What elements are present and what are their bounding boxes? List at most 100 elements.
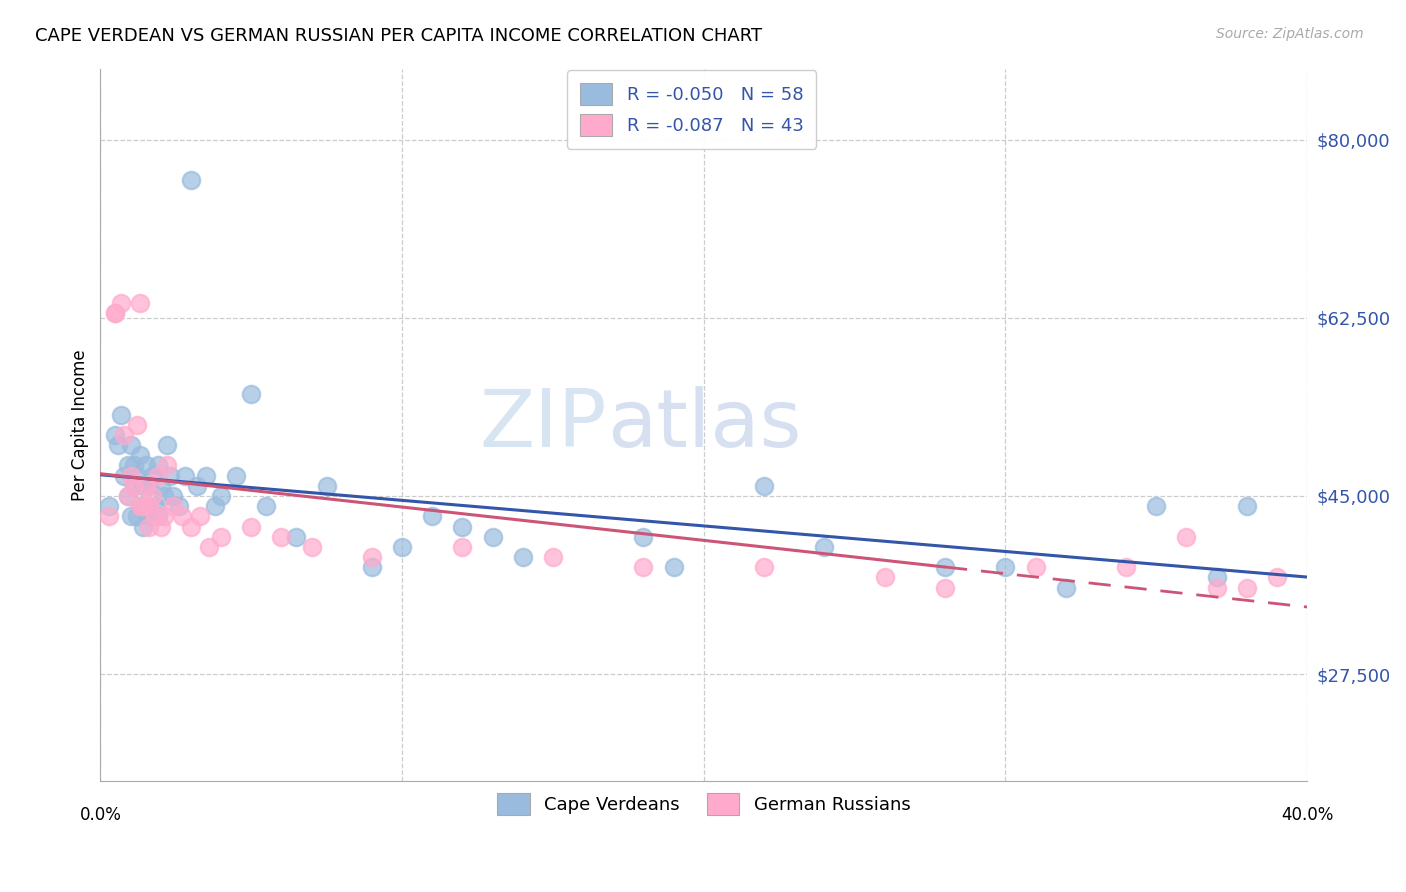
Point bbox=[156, 458, 179, 473]
Point bbox=[512, 549, 534, 564]
Point bbox=[994, 560, 1017, 574]
Point bbox=[117, 489, 139, 503]
Point bbox=[285, 530, 308, 544]
Point bbox=[141, 468, 163, 483]
Point bbox=[98, 499, 121, 513]
Point bbox=[301, 540, 323, 554]
Point bbox=[633, 530, 655, 544]
Point bbox=[752, 560, 775, 574]
Point bbox=[131, 499, 153, 513]
Point bbox=[143, 499, 166, 513]
Point bbox=[1175, 530, 1198, 544]
Point bbox=[1236, 581, 1258, 595]
Point bbox=[662, 560, 685, 574]
Point bbox=[143, 509, 166, 524]
Point bbox=[360, 560, 382, 574]
Point bbox=[135, 499, 157, 513]
Point bbox=[149, 519, 172, 533]
Point bbox=[1236, 499, 1258, 513]
Point bbox=[1144, 499, 1167, 513]
Text: 40.0%: 40.0% bbox=[1281, 806, 1333, 824]
Point bbox=[1054, 581, 1077, 595]
Point bbox=[104, 428, 127, 442]
Point bbox=[141, 489, 163, 503]
Point bbox=[167, 499, 190, 513]
Point bbox=[122, 479, 145, 493]
Point bbox=[138, 499, 160, 513]
Point bbox=[156, 438, 179, 452]
Point bbox=[391, 540, 413, 554]
Point bbox=[125, 417, 148, 432]
Point bbox=[128, 499, 150, 513]
Point bbox=[117, 489, 139, 503]
Point bbox=[125, 468, 148, 483]
Point bbox=[873, 570, 896, 584]
Point bbox=[162, 499, 184, 513]
Point bbox=[198, 540, 221, 554]
Point bbox=[186, 479, 208, 493]
Point bbox=[122, 479, 145, 493]
Point bbox=[128, 448, 150, 462]
Point bbox=[146, 509, 169, 524]
Point bbox=[128, 295, 150, 310]
Point bbox=[1205, 581, 1227, 595]
Point bbox=[633, 560, 655, 574]
Point bbox=[270, 530, 292, 544]
Point bbox=[451, 519, 474, 533]
Point bbox=[104, 306, 127, 320]
Point bbox=[98, 509, 121, 524]
Point bbox=[254, 499, 277, 513]
Point bbox=[131, 519, 153, 533]
Point bbox=[114, 428, 136, 442]
Point bbox=[188, 509, 211, 524]
Point bbox=[194, 468, 217, 483]
Point bbox=[120, 438, 142, 452]
Point bbox=[128, 499, 150, 513]
Legend: Cape Verdeans, German Russians: Cape Verdeans, German Russians bbox=[489, 785, 918, 822]
Point bbox=[120, 468, 142, 483]
Point bbox=[180, 173, 202, 187]
Point bbox=[209, 489, 232, 503]
Point bbox=[117, 458, 139, 473]
Point bbox=[1265, 570, 1288, 584]
Text: CAPE VERDEAN VS GERMAN RUSSIAN PER CAPITA INCOME CORRELATION CHART: CAPE VERDEAN VS GERMAN RUSSIAN PER CAPIT… bbox=[35, 27, 762, 45]
Point bbox=[451, 540, 474, 554]
Point bbox=[752, 479, 775, 493]
Point bbox=[315, 479, 337, 493]
Point bbox=[138, 479, 160, 493]
Point bbox=[934, 581, 956, 595]
Point bbox=[170, 509, 193, 524]
Point bbox=[152, 489, 174, 503]
Point bbox=[481, 530, 503, 544]
Point bbox=[162, 489, 184, 503]
Point bbox=[209, 530, 232, 544]
Point bbox=[159, 468, 181, 483]
Point bbox=[122, 458, 145, 473]
Point bbox=[173, 468, 195, 483]
Point bbox=[138, 509, 160, 524]
Point bbox=[1115, 560, 1137, 574]
Point bbox=[146, 458, 169, 473]
Text: Source: ZipAtlas.com: Source: ZipAtlas.com bbox=[1216, 27, 1364, 41]
Point bbox=[204, 499, 226, 513]
Text: 0.0%: 0.0% bbox=[79, 806, 121, 824]
Point bbox=[107, 438, 129, 452]
Y-axis label: Per Capita Income: Per Capita Income bbox=[72, 349, 89, 500]
Point bbox=[110, 408, 132, 422]
Point bbox=[1025, 560, 1047, 574]
Point bbox=[240, 519, 263, 533]
Point bbox=[104, 306, 127, 320]
Point bbox=[135, 458, 157, 473]
Point bbox=[180, 519, 202, 533]
Text: ZIP: ZIP bbox=[479, 385, 607, 464]
Point bbox=[541, 549, 564, 564]
Point bbox=[934, 560, 956, 574]
Point bbox=[360, 549, 382, 564]
Point bbox=[146, 468, 169, 483]
Point bbox=[152, 509, 174, 524]
Point bbox=[813, 540, 835, 554]
Point bbox=[135, 479, 157, 493]
Point bbox=[1205, 570, 1227, 584]
Point bbox=[240, 387, 263, 401]
Point bbox=[225, 468, 247, 483]
